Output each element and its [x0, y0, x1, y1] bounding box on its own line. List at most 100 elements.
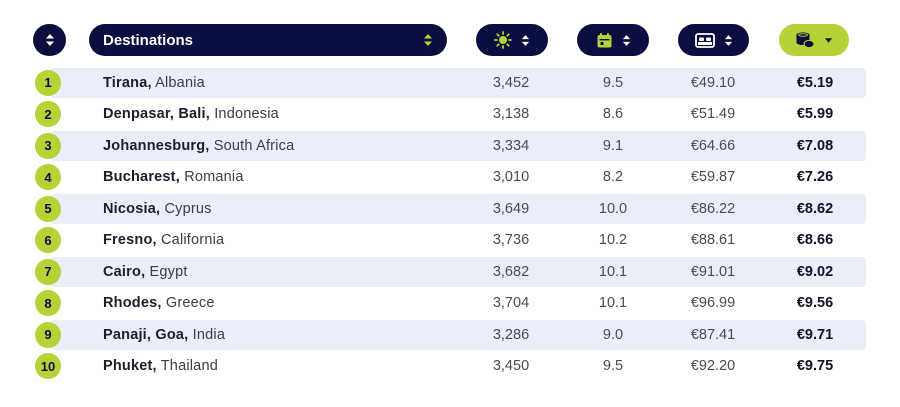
country-name: India [192, 326, 226, 343]
cost-cell: €9.02 [796, 263, 834, 280]
hotel-price-cell: €91.01 [690, 263, 736, 280]
cost-cell: €7.26 [796, 169, 834, 186]
city-name: Cairo, [103, 263, 146, 280]
days-cell: 10.1 [598, 263, 628, 280]
days-cell: 9.5 [602, 74, 624, 91]
cost-cell: €5.19 [796, 74, 834, 91]
sunshine-hours-cell: 3,649 [492, 200, 530, 217]
hotel-price-cell: €92.20 [690, 358, 736, 375]
country-name: South Africa [213, 137, 295, 154]
hotel-price-cell: €59.87 [690, 169, 736, 186]
table-row: 2 Denpasar, Bali, Indonesia 3,138 8.6 €5… [30, 99, 866, 131]
sort-arrows-icon [724, 34, 732, 46]
destination-cell: Nicosia, Cyprus [103, 201, 212, 217]
city-name: Johannesburg, [103, 137, 210, 154]
table-row: 4 Bucharest, Romania 3,010 8.2 €59.87 €7… [30, 162, 866, 194]
sunshine-hours-cell: 3,286 [492, 326, 530, 343]
destination-cell: Johannesburg, South Africa [103, 138, 294, 154]
days-sort-button[interactable] [577, 24, 649, 56]
sunshine-hours-cell: 3,450 [492, 358, 530, 375]
sort-descending-icon [824, 37, 833, 43]
city-name: Phuket, [103, 358, 157, 375]
cost-cell: €9.56 [796, 295, 834, 312]
hotel-sort-button[interactable] [678, 24, 749, 56]
country-name: Indonesia [214, 106, 279, 123]
table-row: 7 Cairo, Egypt 3,682 10.1 €91.01 €9.02 [30, 256, 866, 288]
cost-cell: €5.99 [796, 106, 834, 123]
country-name: Albania [155, 74, 205, 91]
days-cell: 9.5 [602, 358, 624, 375]
destination-cell: Panaji, Goa, India [103, 327, 225, 343]
rank-badge: 7 [35, 258, 61, 285]
days-cell: 9.1 [602, 137, 624, 154]
rank-badge: 8 [35, 290, 61, 317]
rank-badge: 1 [35, 69, 61, 96]
sunshine-hours-cell: 3,736 [492, 232, 530, 249]
city-name: Nicosia, [103, 200, 161, 217]
rank-badge: 5 [35, 195, 61, 222]
calendar-icon [597, 32, 611, 47]
country-name: California [161, 232, 225, 249]
city-name: Tirana, [103, 74, 152, 91]
ranking-table: Destinations [30, 22, 866, 380]
city-name: Denpasar, Bali, [103, 106, 210, 123]
cost-cell: €9.71 [796, 326, 834, 343]
days-cell: 10.0 [598, 200, 628, 217]
table-row: 5 Nicosia, Cyprus 3,649 10.0 €86.22 €8.6… [30, 193, 866, 225]
destination-cell: Tirana, Albania [103, 75, 205, 91]
rank-badge: 4 [35, 164, 61, 191]
country-name: Greece [165, 295, 215, 312]
sun-icon [494, 31, 512, 49]
sunshine-sort-button[interactable] [476, 24, 548, 56]
sort-arrows-icon [45, 34, 54, 46]
rank-badge: 9 [35, 321, 61, 348]
rank-badge: 2 [35, 101, 61, 128]
days-cell: 10.1 [598, 295, 628, 312]
table-header: Destinations [30, 22, 866, 58]
table-row: 3 Johannesburg, South Africa 3,334 9.1 €… [30, 130, 866, 162]
destination-cell: Cairo, Egypt [103, 264, 188, 280]
hotel-price-cell: €49.10 [690, 74, 736, 91]
cost-cell: €8.66 [796, 232, 834, 249]
destinations-header-label: Destinations [103, 31, 194, 49]
country-name: Egypt [149, 263, 188, 280]
table-row: 1 Tirana, Albania 3,452 9.5 €49.10 €5.19 [30, 67, 866, 99]
hotel-price-cell: €86.22 [690, 200, 736, 217]
rank-badge: 6 [35, 227, 61, 254]
cost-cell: €7.08 [796, 137, 834, 154]
hotel-price-cell: €87.41 [690, 326, 736, 343]
destination-cell: Phuket, Thailand [103, 358, 218, 374]
table-row: 10 Phuket, Thailand 3,450 9.5 €92.20 €9.… [30, 351, 866, 383]
coins-icon [796, 32, 815, 49]
country-name: Romania [184, 169, 244, 186]
days-cell: 9.0 [602, 326, 624, 343]
city-name: Fresno, [103, 232, 157, 249]
destination-cell: Bucharest, Romania [103, 169, 244, 185]
rank-badge: 10 [35, 353, 61, 380]
sunshine-hours-cell: 3,138 [492, 106, 530, 123]
days-cell: 10.2 [598, 232, 628, 249]
days-cell: 8.2 [602, 169, 624, 186]
sort-arrows-icon [521, 34, 530, 46]
table-row: 8 Rhodes, Greece 3,704 10.1 €96.99 €9.56 [30, 288, 866, 320]
destinations-sort-button[interactable]: Destinations [89, 24, 447, 56]
sunshine-hours-cell: 3,334 [492, 137, 530, 154]
table-body: 1 Tirana, Albania 3,452 9.5 €49.10 €5.19… [30, 67, 866, 382]
destination-cell: Rhodes, Greece [103, 295, 215, 311]
days-cell: 8.6 [602, 106, 624, 123]
sunshine-hours-cell: 3,452 [492, 74, 530, 91]
hotel-price-cell: €51.49 [690, 106, 736, 123]
cost-cell: €8.62 [796, 200, 834, 217]
hotel-price-cell: €96.99 [690, 295, 736, 312]
sunshine-hours-cell: 3,682 [492, 263, 530, 280]
city-name: Panaji, Goa, [103, 326, 189, 343]
sunshine-hours-cell: 3,704 [492, 295, 530, 312]
destination-cell: Fresno, California [103, 232, 224, 248]
sunshine-hours-cell: 3,010 [492, 169, 530, 186]
sort-arrows-icon [424, 34, 432, 46]
hotel-price-cell: €88.61 [690, 232, 736, 249]
cost-sort-button[interactable] [779, 24, 849, 56]
table-row: 6 Fresno, California 3,736 10.2 €88.61 €… [30, 225, 866, 257]
rank-sort-button[interactable] [33, 24, 66, 56]
destination-cell: Denpasar, Bali, Indonesia [103, 106, 279, 122]
